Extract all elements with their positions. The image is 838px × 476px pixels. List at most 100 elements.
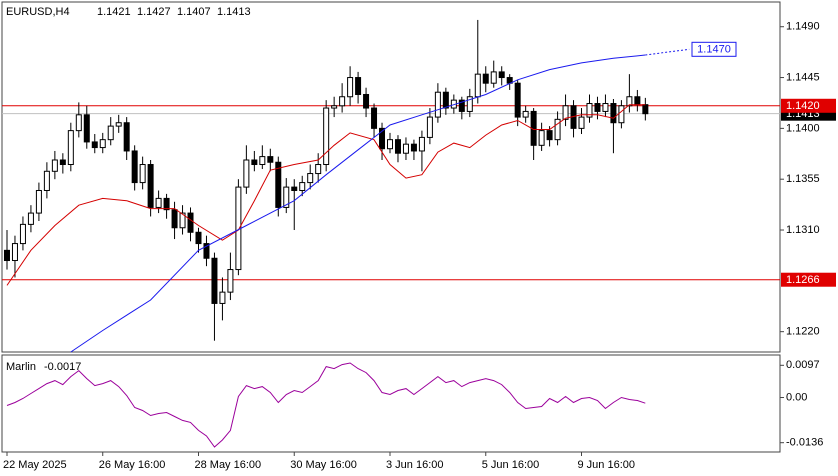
candle-body — [339, 96, 346, 107]
y-tick-label: 0.0097 — [786, 359, 820, 371]
candle-body — [219, 291, 226, 304]
candle-body — [418, 136, 425, 152]
candle-body — [402, 143, 409, 154]
candle-body — [283, 186, 290, 208]
y-tick-label: 1.1355 — [786, 173, 820, 185]
main-frame — [1, 1, 781, 353]
candle-body — [442, 91, 449, 109]
candle-body — [3, 249, 10, 262]
candle-body — [83, 114, 90, 143]
candle-body — [19, 223, 26, 245]
candle-body — [634, 96, 641, 106]
y-tick-label: 1.1445 — [786, 71, 820, 83]
candle-body — [187, 212, 194, 233]
candle-body — [610, 103, 617, 124]
candle-body — [259, 156, 266, 166]
y-tick-label: 1.1400 — [786, 122, 820, 134]
candle-body — [67, 130, 74, 166]
candle-body — [227, 269, 234, 293]
candle-body — [371, 107, 378, 129]
candle-body — [91, 141, 98, 149]
x-tick-label: 26 May 16:00 — [99, 459, 166, 471]
candle-body — [355, 77, 362, 95]
annotation-box — [691, 41, 737, 57]
candle-body — [578, 116, 585, 129]
candle-body — [410, 143, 417, 152]
chart-title: EURUSD,H4 — [6, 6, 70, 18]
level-label: 1.1420 — [786, 100, 820, 112]
moving-average — [6, 104, 646, 286]
candle-body — [474, 73, 481, 98]
candle-body — [203, 243, 210, 259]
candle-body — [195, 231, 202, 245]
candle-body — [147, 164, 154, 208]
candle-body — [99, 139, 106, 149]
x-tick-label: 28 May 16:00 — [194, 459, 261, 471]
candle-body — [466, 96, 473, 112]
candle-body — [179, 212, 186, 229]
candle-body — [554, 118, 561, 141]
candle-body — [75, 114, 82, 132]
candle-body — [626, 96, 633, 107]
candle-body — [123, 122, 130, 152]
x-tick-label: 30 May 16:00 — [290, 459, 357, 471]
candle-body — [363, 93, 370, 109]
candle-body — [251, 159, 258, 166]
candle-body — [299, 182, 306, 191]
candle-body — [538, 130, 545, 146]
ohlc-value: 1.1413 — [217, 6, 251, 18]
candle-body — [426, 116, 433, 138]
indicator-frame — [1, 354, 781, 453]
candle-body — [434, 91, 441, 118]
candle-body — [562, 105, 569, 120]
candle-body — [546, 130, 553, 141]
candle-body — [458, 99, 465, 112]
candle-body — [514, 82, 521, 118]
candle-body — [51, 159, 58, 172]
candle-body — [315, 164, 322, 175]
candle-body — [59, 159, 66, 166]
candle-body — [618, 105, 625, 124]
x-tick-label: 22 May 2025 — [3, 459, 67, 471]
candle-body — [490, 71, 497, 84]
candle-body — [267, 156, 274, 163]
x-tick-label: 9 Jun 16:00 — [578, 459, 636, 471]
candle-body — [387, 139, 394, 150]
annotation-label: 1.1470 — [697, 44, 731, 56]
candle-body — [347, 77, 354, 98]
ohlc-value: 1.1407 — [177, 6, 211, 18]
candle-body — [35, 189, 42, 214]
level-label: 1.1266 — [786, 274, 820, 286]
moving-average — [645, 48, 690, 56]
candle-body — [115, 122, 122, 127]
candle-body — [139, 164, 146, 184]
candle-body — [11, 243, 18, 262]
candle-body — [586, 103, 593, 118]
indicator-title: Marlin — [6, 361, 36, 373]
candle-body — [211, 257, 218, 304]
candle-body — [163, 197, 170, 211]
indicator-value: -0.0017 — [44, 361, 81, 373]
candle-body — [602, 103, 609, 112]
candle-body — [379, 127, 386, 150]
candle-body — [291, 186, 298, 191]
y-tick-label: -0.0136 — [786, 437, 823, 449]
candle-body — [275, 161, 282, 208]
candle-body — [27, 212, 34, 225]
candle-body — [482, 73, 489, 84]
y-tick-label: 0.00 — [786, 391, 807, 403]
candle-body — [522, 110, 529, 118]
candle-body — [594, 103, 601, 112]
ohlc-value: 1.1421 — [97, 6, 131, 18]
y-tick-label: 1.1220 — [786, 326, 820, 338]
x-tick-label: 5 Jun 16:00 — [482, 459, 540, 471]
candle-body — [107, 125, 114, 141]
candle-body — [323, 107, 330, 166]
candle-body — [642, 104, 649, 115]
moving-average — [70, 54, 646, 353]
candle-body — [171, 209, 178, 229]
indicator-line — [6, 362, 646, 448]
